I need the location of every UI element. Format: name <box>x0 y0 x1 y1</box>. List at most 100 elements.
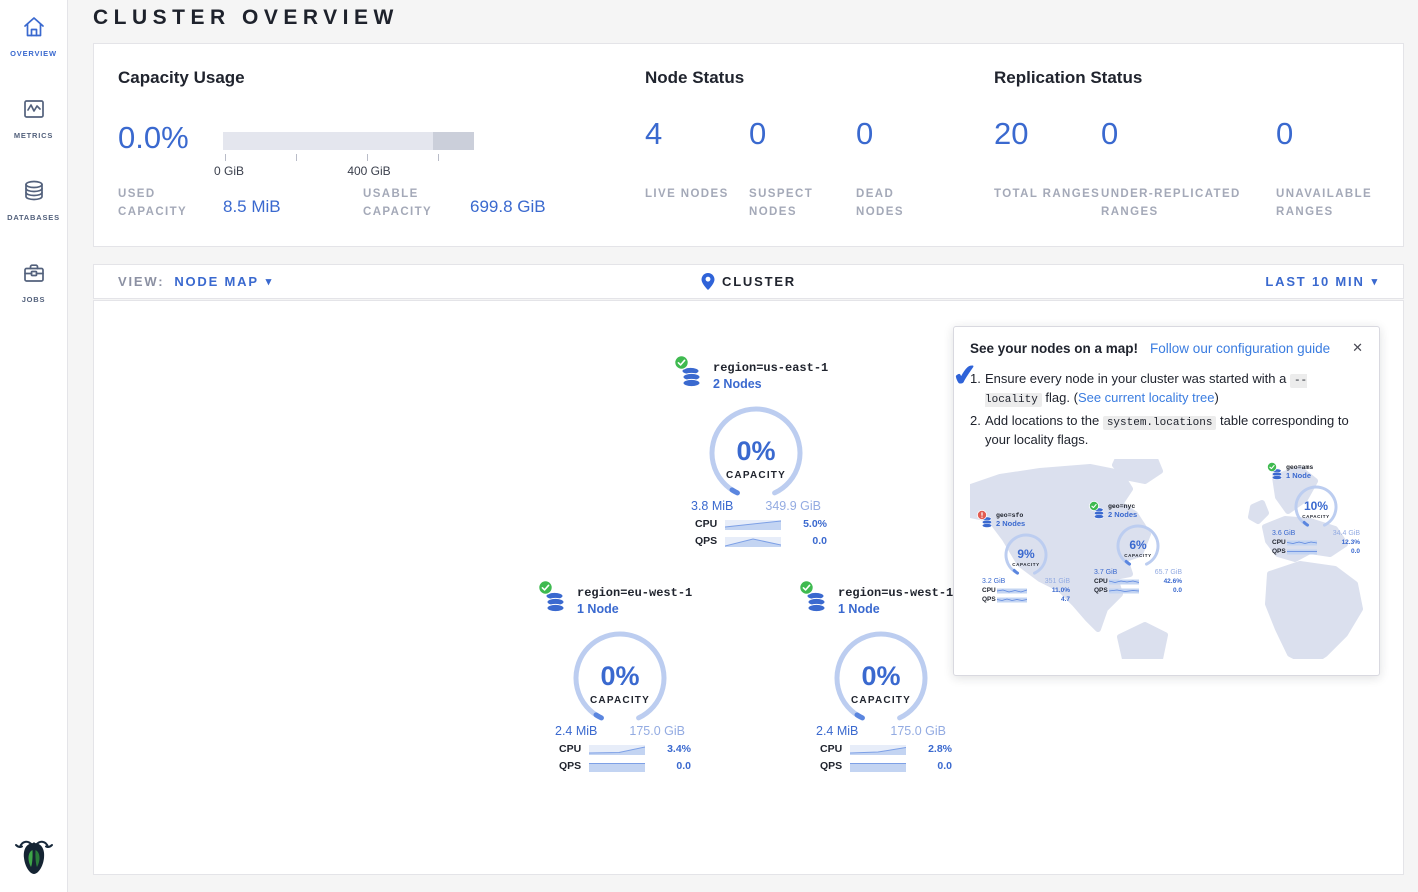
node-map-setup-popup: See your nodes on a map! Follow our conf… <box>951 326 1380 677</box>
step-number: 2. <box>970 412 981 428</box>
cpu-value: 5.0% <box>803 518 827 530</box>
gauge-percent: 9% <box>1017 547 1035 561</box>
gauge-capacity-label: CAPACITY <box>1012 562 1039 567</box>
under-replicated-ranges-value: 0 <box>1101 116 1119 151</box>
locality-breadcrumb: CLUSTER <box>701 273 796 290</box>
view-selector[interactable]: NODE MAP ▾ <box>174 274 273 289</box>
preview-node-count: 2 Nodes <box>1108 510 1138 520</box>
gauge-percent: 6% <box>1129 538 1147 552</box>
metrics-icon <box>23 100 44 118</box>
axis-tick <box>438 154 439 161</box>
unavailable-ranges-value: 0 <box>1276 116 1294 151</box>
gauge-capacity-label: CAPACITY <box>851 695 911 706</box>
preview-geo-label: geo=sfo <box>996 512 1024 520</box>
locality-tree-link[interactable]: See current locality tree <box>1077 390 1215 406</box>
cpu-sparkline <box>1109 579 1139 585</box>
sidebar-item-metrics[interactable]: METRICS <box>0 96 67 140</box>
node-card-header: region=eu-west-1 1 Node <box>535 580 705 626</box>
cockroach-icon <box>14 840 53 874</box>
node-card-eu-west-1[interactable]: region=eu-west-1 1 Node 0% CAPACITY 2.4 … <box>535 580 705 772</box>
gauge-percent: 10% <box>1304 499 1328 513</box>
qps-value: 0.0 <box>1172 587 1182 595</box>
chevron-down-icon: ▾ <box>1371 276 1379 288</box>
preview-node-nyc: geo=nyc 2 Nodes 6% CAPACITY 3.7 GiB 65.7… <box>1088 501 1188 595</box>
qps-sparkline <box>1109 588 1139 594</box>
step-text: table corresponding to your locality fla… <box>985 412 1349 448</box>
time-range-selector[interactable]: LAST 10 MIN ▾ <box>1265 274 1379 289</box>
capacity-gauge: 6% CAPACITY <box>1116 524 1160 566</box>
qps-sparkline <box>589 762 645 772</box>
gauge-percent: 0% <box>861 661 900 691</box>
capacity-gauge: 10% CAPACITY <box>1294 485 1338 527</box>
capacity-bar-track <box>223 132 474 150</box>
sidebar-item-label: DATABASES <box>7 213 60 222</box>
node-stack-icon <box>545 591 565 613</box>
healthy-check-badge-icon <box>674 355 689 370</box>
briefcase-icon <box>23 264 44 282</box>
warning-badge-icon <box>977 510 987 521</box>
map-pin-icon <box>701 273 714 290</box>
qps-label: QPS <box>1272 548 1286 556</box>
capacity-percent: 0.0% <box>118 120 189 155</box>
qps-sparkline <box>1287 549 1317 555</box>
qps-label: QPS <box>559 760 582 772</box>
cluster-summary-panel: Capacity Usage 0.0% 0 GiB 400 GiB USED C… <box>93 43 1404 247</box>
gauge-capacity-label: CAPACITY <box>1302 514 1329 519</box>
close-icon[interactable]: ✕ <box>1352 340 1363 355</box>
step-text: Ensure every node in your cluster was st… <box>985 371 1290 386</box>
used-capacity-value: 8.5 MiB <box>223 197 281 216</box>
usable-capacity-value: 699.8 GiB <box>470 197 546 216</box>
gauge-capacity-label: CAPACITY <box>1124 553 1151 558</box>
cockroachdb-logo[interactable] <box>14 833 54 882</box>
chevron-down-icon: ▾ <box>265 276 274 288</box>
map-toolbar: VIEW: NODE MAP ▾ CLUSTER LAST 10 MIN ▾ <box>93 264 1404 299</box>
node-card-us-east-1[interactable]: region=us-east-1 2 Nodes 0% CAPACITY 3.8… <box>671 355 841 547</box>
capacity-usage-title: Capacity Usage <box>118 68 245 87</box>
node-region-label: region=eu-west-1 <box>577 586 693 600</box>
capacity-usage-section: Capacity Usage 0.0% 0 GiB 400 GiB USED C… <box>118 44 633 246</box>
node-card-us-west-1[interactable]: region=us-west-1 1 Node 0% CAPACITY 2.4 … <box>796 580 966 772</box>
node-stack-icon <box>1271 468 1283 481</box>
qps-value: 4.7 <box>1060 596 1070 604</box>
node-map-panel: region=us-east-1 2 Nodes 0% CAPACITY 3.8… <box>93 300 1404 875</box>
qps-sparkline <box>725 536 781 547</box>
node-status-title: Node Status <box>645 68 745 87</box>
dead-nodes-label: DEAD NODES <box>856 188 904 218</box>
node-card-header: region=us-west-1 1 Node <box>796 580 966 626</box>
sidebar-item-jobs[interactable]: JOBS <box>0 260 67 304</box>
configuration-guide-link[interactable]: Follow our configuration guide <box>1150 340 1331 356</box>
healthy-check-badge-icon <box>538 580 553 595</box>
step-text: flag. ( <box>1041 390 1078 406</box>
node-total-capacity: 65.7 GiB <box>1154 569 1182 577</box>
qps-label: QPS <box>982 596 996 604</box>
sidebar-item-databases[interactable]: DATABASES <box>0 178 67 222</box>
under-replicated-ranges-label: UNDER-REPLICATED RANGES <box>1101 188 1241 218</box>
cpu-value: 12.3% <box>1341 539 1360 547</box>
node-used-capacity: 3.2 GiB <box>982 578 1006 586</box>
healthy-check-badge-icon <box>1267 462 1277 473</box>
node-count-label: 1 Node <box>577 602 619 616</box>
qps-sparkline <box>850 762 906 772</box>
setup-step-1: 1. Ensure every node in your cluster was… <box>970 370 1363 409</box>
replication-status-title: Replication Status <box>994 68 1143 87</box>
cpu-sparkline <box>850 744 906 755</box>
cpu-label: CPU <box>1272 539 1286 547</box>
step-number: 1. <box>970 371 981 386</box>
sidebar-item-overview[interactable]: OVERVIEW <box>0 14 67 58</box>
example-map-preview: geo=sfo 2 Nodes 9% CAPACITY 3.2 GiB 351 … <box>970 459 1364 660</box>
preview-node-count: 2 Nodes <box>996 519 1026 529</box>
capacity-gauge: 0% CAPACITY <box>573 631 667 721</box>
cpu-sparkline <box>1287 540 1317 546</box>
live-nodes-label: LIVE NODES <box>645 188 729 200</box>
node-status-section: Node Status 4 0 0 LIVE NODES SUSPECT NOD… <box>645 44 990 246</box>
sidebar-item-label: OVERVIEW <box>10 49 57 58</box>
cpu-sparkline <box>997 588 1027 594</box>
capacity-gauge: 9% CAPACITY <box>1004 533 1048 575</box>
usable-capacity-label: USABLE CAPACITY <box>363 188 433 218</box>
page-title: CLUSTER OVERVIEW <box>93 6 399 29</box>
node-used-capacity: 3.7 GiB <box>1094 569 1118 577</box>
cpu-label: CPU <box>982 587 996 595</box>
qps-sparkline <box>997 597 1027 603</box>
preview-node-count: 1 Node <box>1286 471 1312 481</box>
qps-value: 0.0 <box>1350 548 1360 556</box>
